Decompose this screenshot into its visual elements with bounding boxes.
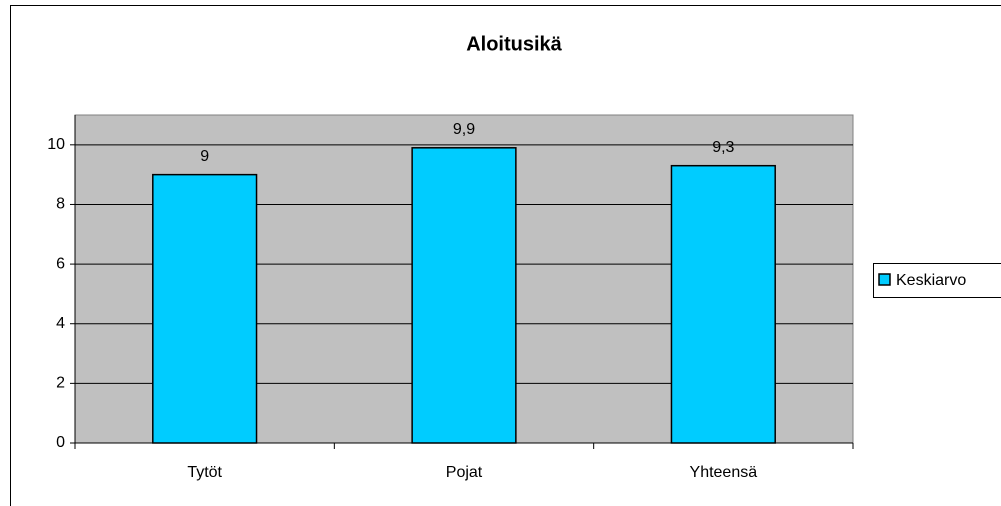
y-tick-label: 2: [56, 375, 65, 392]
legend-swatch: [878, 273, 891, 286]
bar: [411, 147, 517, 444]
x-tick-label: Yhteensä: [690, 464, 758, 481]
y-tick-label: 6: [56, 255, 65, 272]
y-tick-label: 8: [56, 196, 65, 213]
x-tick-label: Tytöt: [187, 464, 222, 481]
y-tick-label: 0: [56, 434, 65, 451]
bar: [152, 173, 258, 444]
chart-title: Aloitusikä: [466, 33, 562, 55]
data-label: 9,3: [712, 139, 734, 156]
y-tick-label: 4: [56, 315, 65, 332]
data-label: 9,9: [453, 121, 475, 138]
legend-label: Keskiarvo: [896, 272, 966, 289]
x-tick-label: Pojat: [446, 464, 483, 481]
bar: [670, 164, 776, 444]
y-tick-label: 10: [47, 136, 65, 153]
data-label: 9: [200, 148, 209, 165]
legend-box: [873, 263, 1001, 298]
